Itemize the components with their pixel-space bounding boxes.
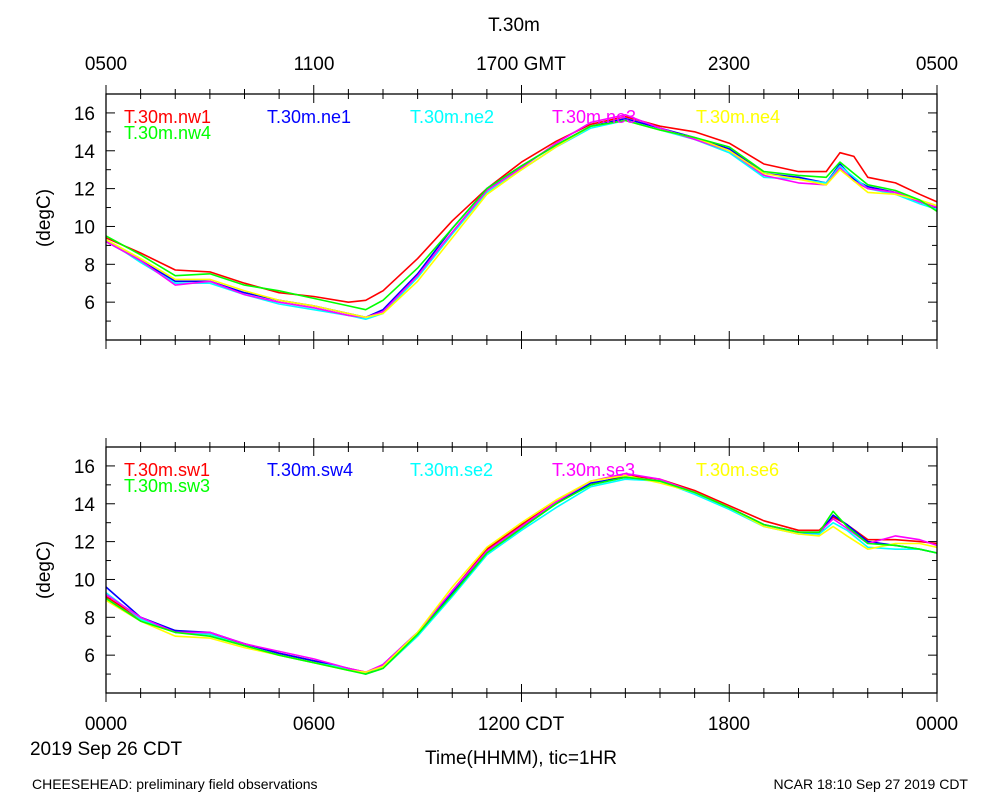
y-tick-label: 14 (74, 142, 96, 163)
panel-ticks (105, 438, 938, 702)
cdt-tick-label-0: 0000 (85, 714, 127, 735)
legend-label-t-30m-ne2: T.30m.ne2 (410, 107, 494, 127)
y-tick-label: 6 (84, 646, 95, 667)
y-tick-label: 14 (74, 495, 96, 516)
y-tick-label: 6 (84, 293, 95, 314)
series-line-t-30m-ne1 (105, 117, 938, 319)
y-tick-label: 16 (74, 457, 95, 478)
gmt-tick-label-3: 2300 (708, 54, 750, 75)
chart-title: T.30m (488, 15, 540, 36)
legend-label-t-30m-se6: T.30m.se6 (696, 460, 779, 480)
legend-label-t-30m-sw3: T.30m.sw3 (124, 476, 210, 496)
legend-label-t-30m-ne4: T.30m.ne4 (696, 107, 780, 127)
y-tick-label: 8 (84, 255, 95, 276)
y-tick-label: 10 (74, 570, 95, 591)
gmt-tick-label-1: 1100 (294, 54, 335, 75)
series-line-t-30m-nw1 (105, 115, 938, 303)
cdt-axis-labels: 0000 0600 1200 CDT 1800 0000 (85, 714, 958, 735)
y-tick-label: 12 (74, 533, 95, 554)
x-axis-label: Time(HHMM), tic=1HR (425, 748, 617, 769)
plot-frame (105, 93, 938, 341)
date-label: 2019 Sep 26 CDT (30, 739, 182, 760)
legend-label-t-30m-ne3: T.30m.ne3 (552, 107, 636, 127)
plot-frame (105, 446, 938, 694)
bottom-panel-ylabel: (degC) (34, 541, 55, 599)
series-line-t-30m-ne3 (105, 114, 938, 319)
series-line-t-30m-se3 (105, 472, 938, 673)
series-group (105, 472, 938, 675)
series-line-t-30m-se2 (105, 478, 938, 675)
footer-right: NCAR 18:10 Sep 27 2019 CDT (773, 776, 968, 792)
legend-label-t-30m-sw4: T.30m.sw4 (267, 460, 353, 480)
panel-ticks (105, 85, 938, 349)
series-line-t-30m-nw4 (105, 119, 938, 311)
footer-left: CHEESEHEAD: preliminary field observatio… (32, 776, 318, 792)
y-tick-label: 16 (74, 104, 95, 125)
cdt-tick-label-4: 0000 (916, 714, 958, 735)
cdt-tick-label-2: 1200 CDT (478, 714, 565, 735)
legend-label-t-30m-se3: T.30m.se3 (552, 460, 635, 480)
legend: T.30m.sw1 T.30m.sw4 T.30m.se2 T.30m.se3 T.30… (124, 460, 779, 496)
legend-label-t-30m-ne1: T.30m.ne1 (267, 107, 351, 127)
legend-label-t-30m-nw1: T.30m.nw1 (124, 107, 211, 127)
cdt-tick-label-3: 1800 (708, 714, 750, 735)
legend: T.30m.nw1 T.30m.ne1 T.30m.ne2 T.30m.ne3 T.30… (124, 107, 780, 143)
series-line-t-30m-ne4 (105, 119, 938, 319)
gmt-tick-label-2: 1700 GMT (476, 54, 566, 75)
y-tick-label: 10 (74, 217, 95, 238)
gmt-tick-label-4: 0500 (916, 54, 958, 75)
gmt-tick-label-0: 0500 (85, 54, 127, 75)
legend-label-t-30m-se2: T.30m.se2 (410, 460, 493, 480)
series-line-t-30m-sw3 (105, 476, 938, 675)
legend-label-t-30m-nw4: T.30m.nw4 (124, 123, 211, 143)
top-panel-ylabel: (degC) (34, 189, 55, 247)
series-group (105, 114, 938, 320)
gmt-axis-labels: 0500 1100 1700 GMT 2300 0500 (85, 54, 958, 75)
y-tick-label: 8 (84, 608, 95, 629)
legend-label-t-30m-sw1: T.30m.sw1 (124, 460, 210, 480)
y-tick-label: 12 (74, 180, 95, 201)
cdt-tick-label-1: 0600 (293, 714, 335, 735)
